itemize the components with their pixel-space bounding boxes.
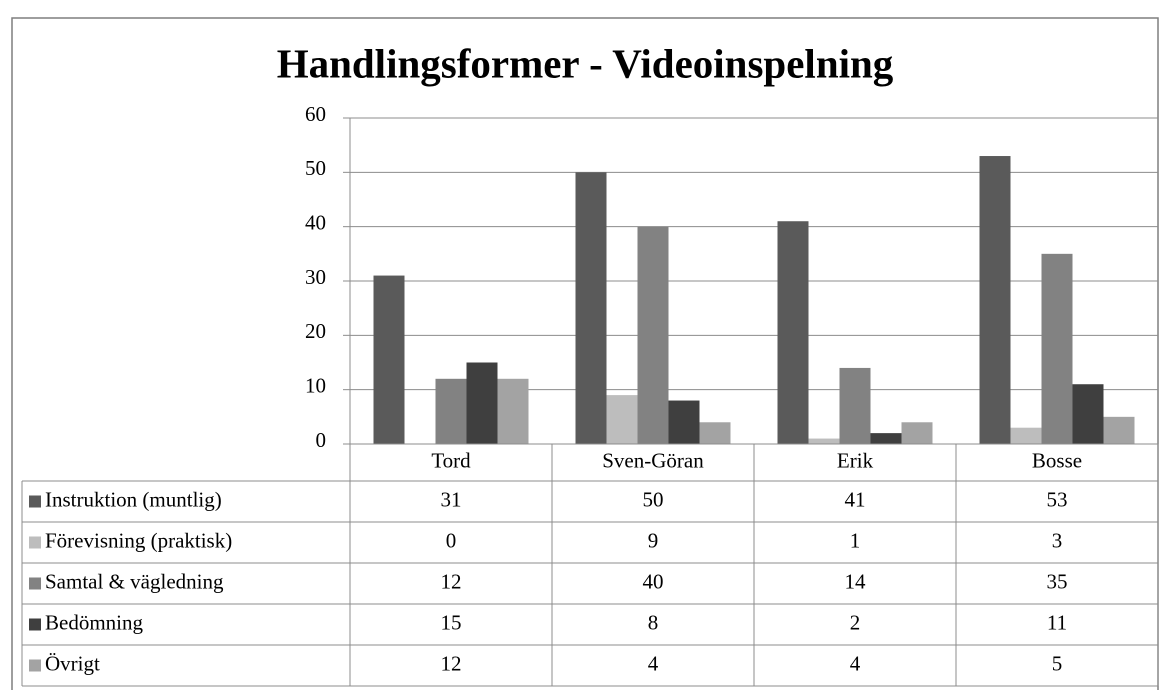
bar — [373, 275, 405, 444]
y-tick-label: 50 — [305, 156, 326, 180]
table-value: 53 — [1047, 487, 1068, 511]
y-tick-label: 60 — [305, 102, 326, 126]
legend-swatch — [29, 495, 41, 508]
bar — [497, 378, 529, 444]
bar — [979, 156, 1011, 445]
table-value: 12 — [441, 569, 462, 593]
legend-label: Bedömning — [45, 610, 143, 634]
table-value: 3 — [1052, 528, 1063, 552]
table-value: 14 — [845, 569, 867, 593]
table-value: 0 — [446, 528, 457, 552]
table-value: 1 — [850, 528, 861, 552]
x-tick-label: Bosse — [1032, 448, 1082, 472]
bar — [870, 433, 902, 444]
table-value: 9 — [648, 528, 659, 552]
x-tick-label: Tord — [431, 448, 471, 472]
table-value: 40 — [643, 569, 664, 593]
bar — [606, 395, 638, 444]
bar — [808, 438, 840, 444]
table-value: 15 — [441, 610, 462, 634]
legend-swatch — [29, 618, 41, 631]
legend-label: Samtal & vägledning — [45, 569, 224, 593]
bar — [575, 172, 607, 445]
y-tick-label: 40 — [305, 210, 326, 234]
bar — [668, 400, 700, 444]
bar — [637, 226, 669, 444]
y-tick-label: 10 — [305, 373, 326, 397]
table-value: 5 — [1052, 651, 1063, 675]
table-value: 2 — [850, 610, 861, 634]
bar — [435, 378, 467, 444]
legend-label: Instruktion (muntlig) — [45, 487, 222, 511]
table-value: 31 — [441, 487, 462, 511]
table-value: 41 — [845, 487, 866, 511]
bar — [699, 422, 731, 444]
y-tick-label: 0 — [316, 428, 327, 452]
chart-title: Handlingsformer - Videoinspelning — [277, 40, 894, 86]
table-value: 11 — [1047, 610, 1067, 634]
table-value: 8 — [648, 610, 659, 634]
bar — [1103, 416, 1135, 444]
bar — [466, 362, 498, 444]
table-value: 4 — [850, 651, 861, 675]
legend-label: Övrigt — [45, 651, 100, 675]
x-tick-label: Erik — [837, 448, 874, 472]
legend-label: Förevisning (praktisk) — [45, 528, 232, 552]
bar — [1072, 384, 1104, 444]
y-tick-label: 30 — [305, 265, 326, 289]
table-value: 35 — [1047, 569, 1068, 593]
bar — [1010, 427, 1042, 444]
bar — [839, 367, 871, 444]
y-tick-label: 20 — [305, 319, 326, 343]
legend-swatch — [29, 577, 41, 590]
table-value: 4 — [648, 651, 659, 675]
table-value: 12 — [441, 651, 462, 675]
legend-swatch — [29, 659, 41, 672]
bar — [1041, 253, 1073, 444]
legend-swatch — [29, 536, 41, 549]
bar — [777, 221, 809, 444]
x-tick-label: Sven-Göran — [602, 448, 704, 472]
table-value: 50 — [643, 487, 664, 511]
bar — [901, 422, 933, 444]
